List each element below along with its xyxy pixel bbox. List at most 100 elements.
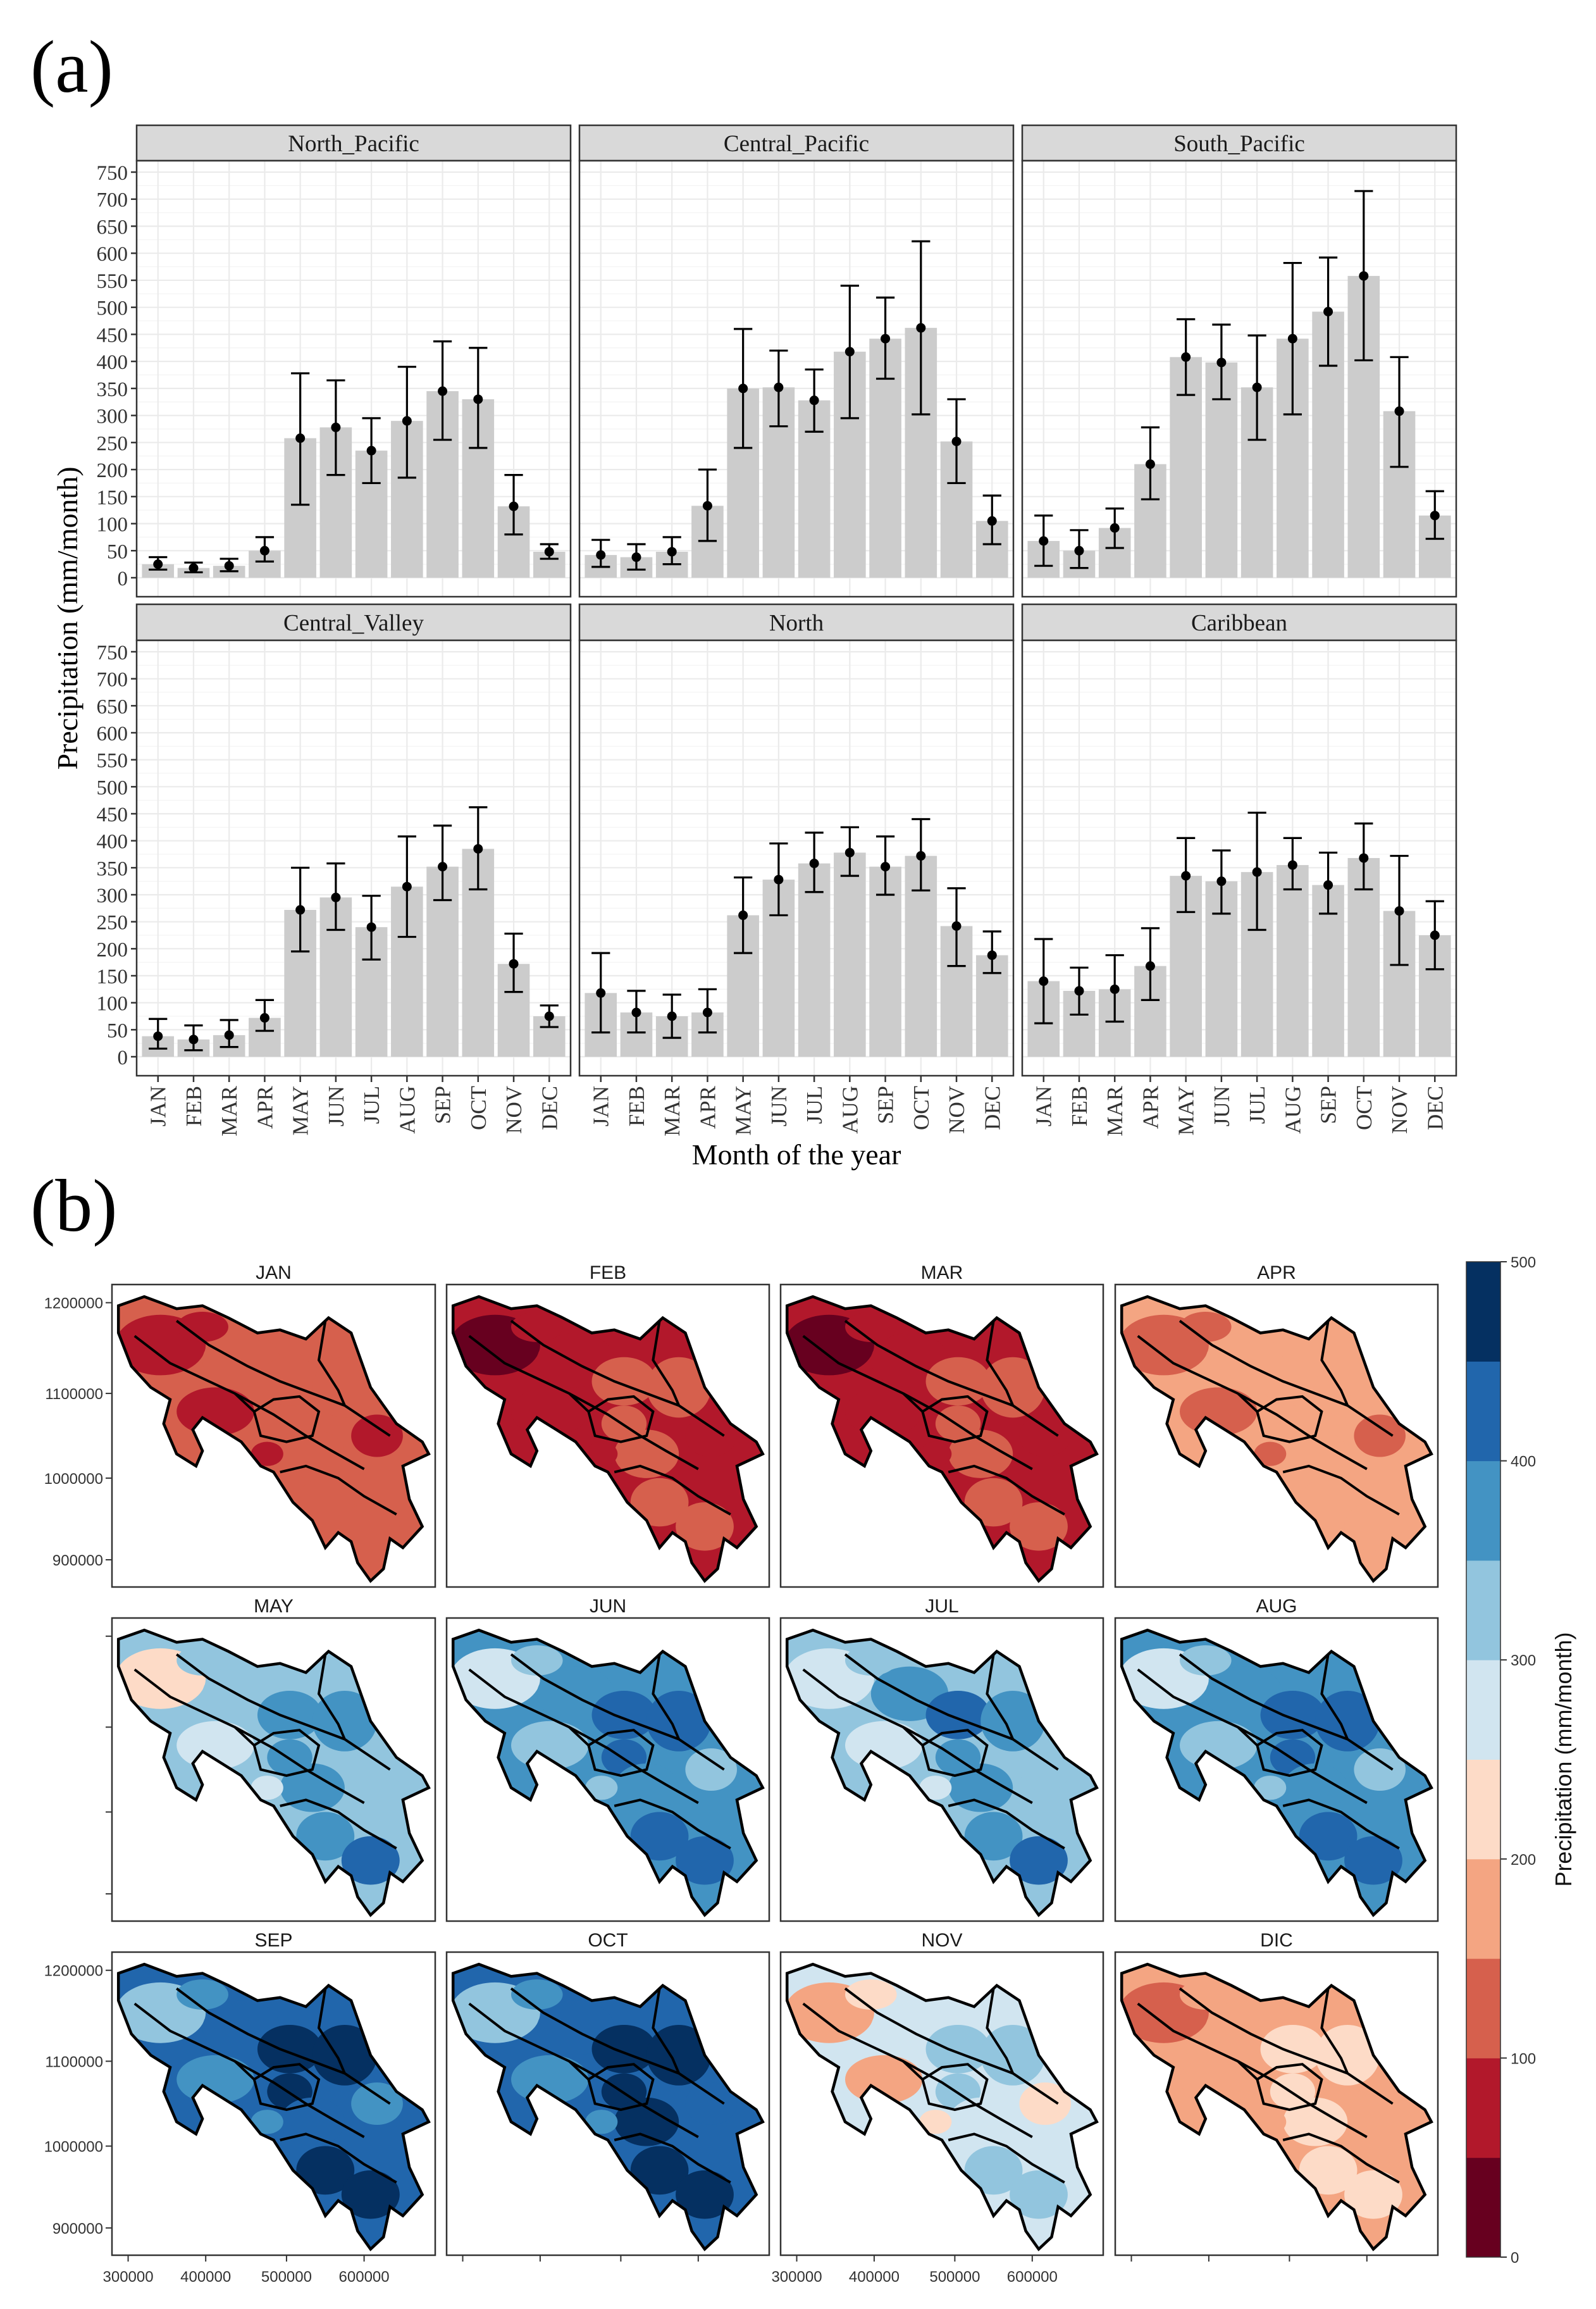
y-tick-label: 500	[97, 776, 128, 799]
region-border	[614, 1464, 731, 1516]
colorbar-frame	[1466, 1261, 1501, 2258]
region-border	[948, 1798, 1065, 1850]
facet-central-pacific: Central_Pacific	[578, 124, 1015, 598]
map-feb: FEB	[445, 1262, 770, 1588]
x-tick-label-jun: JUN	[324, 1086, 349, 1126]
region-border	[233, 2060, 256, 2081]
mean-point	[1145, 459, 1155, 470]
y-tick-label: 700	[97, 189, 128, 212]
facet-strip	[1021, 124, 1457, 162]
field-zone	[919, 1776, 952, 1800]
country-outline	[1120, 1628, 1433, 1917]
panel-a-label: (a)	[30, 25, 113, 108]
region-border	[280, 2132, 397, 2184]
mean-point	[1216, 358, 1227, 368]
field-zone	[296, 2146, 355, 2195]
field-zone	[685, 1748, 737, 1791]
map-x-tick-label: 600000	[339, 2269, 390, 2286]
field-zone	[341, 1502, 400, 1551]
y-tick-label: 450	[97, 804, 128, 826]
y-tick-label: 600	[97, 243, 128, 266]
field-zone	[1299, 1812, 1358, 1861]
field-zone	[280, 2097, 345, 2146]
colorbar-segment	[1466, 1262, 1500, 1362]
mean-point	[844, 847, 855, 857]
mean-point	[1074, 545, 1084, 556]
map-y-tick-label: 900000	[53, 2220, 103, 2237]
map-title: MAR	[921, 1262, 963, 1283]
map-title: JUL	[925, 1596, 958, 1617]
field-zone	[176, 1979, 228, 2010]
field-zone	[280, 1429, 345, 1478]
map-title: AUG	[1256, 1596, 1297, 1617]
field-zone	[1354, 1414, 1406, 1457]
field-zone	[312, 2024, 378, 2086]
bar-aug	[1277, 865, 1309, 1057]
mean-point	[631, 552, 641, 563]
region-border	[986, 1321, 1015, 1406]
field-zone	[312, 1690, 378, 1752]
mean-point	[951, 437, 962, 447]
field-zone	[296, 1812, 355, 1861]
region-border	[986, 1654, 1015, 1740]
bar-jul	[798, 863, 831, 1057]
region-border	[1320, 1321, 1349, 1406]
mean-point	[473, 394, 483, 404]
region-border	[948, 2132, 1065, 2184]
country-outline	[451, 1962, 765, 2251]
region-border	[1137, 1668, 1368, 1804]
y-tick-label: 400	[97, 831, 128, 854]
region-border	[587, 1729, 655, 1777]
map-x-tick-label: 600000	[1007, 2269, 1058, 2286]
field-zone	[1315, 2024, 1380, 2086]
y-tick-label: 350	[97, 378, 128, 401]
field-zone	[176, 1312, 228, 1342]
colorbar: 0 100 200 300 400 500 Precipitation (mm/month)	[1466, 1254, 1576, 2267]
field-zone	[511, 1979, 563, 2010]
map-y-tick-label: 1200000	[44, 1295, 103, 1312]
field-zone	[1299, 2146, 1358, 2195]
field-zone	[257, 2024, 323, 2074]
y-tick-label: 250	[97, 912, 128, 935]
field-zone	[1180, 1312, 1232, 1342]
field-zone	[1019, 1748, 1071, 1791]
field-zone	[1254, 1776, 1287, 1800]
y-tick-label: 650	[97, 695, 128, 718]
facet-border	[1021, 159, 1457, 598]
mean-point	[438, 386, 448, 396]
mean-point	[473, 843, 483, 854]
map-title: OCT	[588, 1930, 628, 1951]
field-zone	[925, 1690, 991, 1740]
field-zone	[676, 2170, 734, 2219]
y-tick-label: 200	[97, 459, 128, 482]
field-zone	[1283, 1429, 1348, 1478]
field-zone	[257, 1690, 323, 1740]
field-zone	[919, 1441, 952, 1466]
region-border	[317, 1321, 346, 1406]
mean-point	[402, 416, 412, 426]
facet-strip	[578, 124, 1015, 162]
field-zone	[1283, 1763, 1348, 1812]
field-zone	[964, 1478, 1023, 1527]
country-outline	[116, 1628, 431, 1917]
y-tick-label: 450	[97, 324, 128, 347]
map-title: FEB	[590, 1262, 626, 1283]
field-zone	[919, 2110, 952, 2134]
colorbar-tick-label: 100	[1511, 2050, 1536, 2067]
country-outline	[1120, 1962, 1433, 2251]
map-x-tick-label: 500000	[261, 2269, 312, 2286]
field-zone	[1019, 1414, 1071, 1457]
y-tick-label: 350	[97, 857, 128, 880]
mean-point	[438, 862, 448, 872]
facet-title: South_Pacific	[1173, 131, 1305, 157]
facet-title: Central_Pacific	[724, 131, 869, 157]
mean-point	[1252, 867, 1262, 877]
mean-point	[1287, 333, 1297, 344]
region-border	[902, 1392, 924, 1413]
mean-point	[331, 422, 341, 432]
field-zone	[585, 2110, 618, 2134]
map-nov: NOV 300000 400000 500000 600000	[771, 1930, 1104, 2286]
y-tick-label: 550	[97, 750, 128, 773]
mean-point	[295, 905, 306, 915]
